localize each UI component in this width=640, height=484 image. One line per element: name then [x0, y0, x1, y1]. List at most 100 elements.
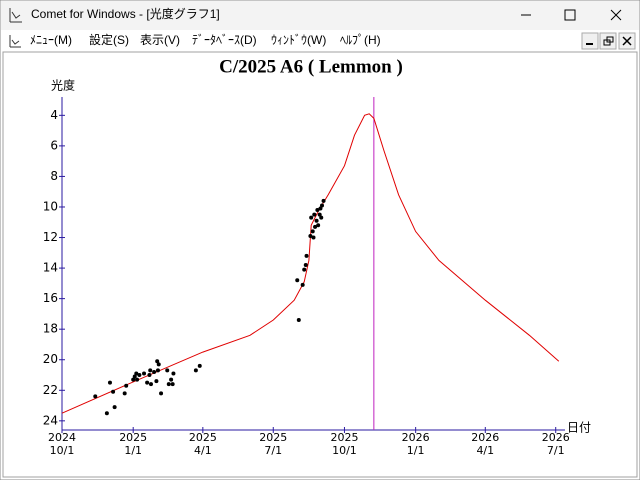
title-bar [1, 1, 639, 30]
observation [314, 218, 319, 223]
observation [131, 377, 136, 382]
y-tick-label: 10 [43, 199, 58, 213]
observation [316, 223, 321, 228]
observation [134, 371, 139, 376]
observation [148, 368, 153, 373]
window-title: Comet for Windows - [光度グラフ1] [31, 6, 220, 21]
mdi-restore[interactable] [599, 32, 617, 50]
app-icon [9, 8, 22, 23]
observation [122, 391, 127, 396]
observation [166, 382, 171, 387]
x-tick-label: 7/1 [547, 444, 565, 457]
x-tick-label: 4/1 [194, 444, 212, 457]
observation [154, 379, 159, 384]
observation [170, 382, 175, 387]
observation [310, 229, 315, 234]
x-axis-label: 日付 [567, 421, 591, 435]
y-tick-label: 8 [50, 169, 58, 183]
x-tick-year: 2025 [330, 431, 358, 444]
observation [124, 383, 129, 388]
mdi-minimize[interactable] [581, 32, 599, 50]
y-tick-label: 4 [50, 108, 58, 122]
y-tick-label: 22 [43, 383, 58, 397]
observation [135, 377, 140, 382]
chart-title: C/2025 A6 ( Lemmon ) [219, 56, 403, 77]
y-tick-label: 14 [43, 261, 58, 275]
y-axis-label: 光度 [51, 78, 75, 93]
observation [315, 208, 320, 213]
x-tick-year: 2026 [542, 431, 570, 444]
menu-item[interactable]: ﾍﾙﾌﾟ(H) [340, 33, 381, 47]
x-tick-year: 2024 [48, 431, 76, 444]
menu-bar [1, 31, 639, 52]
menu-item[interactable]: 設定(S) [89, 32, 129, 47]
observation [171, 371, 176, 376]
observation [165, 368, 170, 373]
observation [107, 380, 112, 385]
menu-item[interactable]: ﾃﾞｰﾀﾍﾞｰｽ(D) [192, 33, 257, 47]
x-tick-year: 2025 [259, 431, 287, 444]
observation [312, 212, 317, 217]
observation [155, 359, 160, 364]
observation [159, 391, 164, 396]
observation [112, 405, 117, 410]
observation [148, 382, 153, 387]
close-button[interactable] [610, 9, 622, 21]
x-tick-year: 2025 [119, 431, 147, 444]
observation [317, 212, 322, 217]
x-tick-label: 1/1 [407, 444, 425, 457]
x-tick-year: 2025 [189, 431, 217, 444]
maximize-button[interactable] [564, 9, 576, 21]
observation [145, 380, 150, 385]
observation [296, 318, 301, 323]
observation [304, 253, 309, 258]
y-tick-label: 24 [43, 413, 58, 427]
observation [147, 373, 152, 378]
mdi-icon [9, 35, 21, 48]
mdi-close[interactable] [618, 32, 636, 50]
observation [313, 224, 318, 229]
observation [193, 368, 198, 373]
observation [137, 373, 142, 378]
observation [132, 374, 137, 379]
chart-panel [2, 51, 638, 478]
observation [295, 278, 300, 283]
y-tick-label: 18 [43, 322, 58, 336]
x-tick-year: 2026 [471, 431, 499, 444]
y-tick-label: 12 [43, 230, 58, 244]
observation [169, 377, 174, 382]
observation [142, 371, 147, 376]
observation [156, 362, 161, 367]
observation [321, 198, 326, 203]
observation [93, 394, 98, 399]
observation [155, 368, 160, 373]
x-tick-year: 2026 [402, 431, 430, 444]
menu-item[interactable]: ｳｨﾝﾄﾞｳ(W) [271, 33, 326, 47]
observation [302, 267, 307, 272]
menu: ﾒﾆｭｰ(M) 設定(S) 表示(V) ﾃﾞｰﾀﾍﾞｰｽ(D) ｳｨﾝﾄﾞｳ(W) ﾍﾙﾌ… [30, 32, 381, 47]
observation [308, 234, 313, 239]
x-tick-label: 4/1 [476, 444, 494, 457]
x-tick-label: 10/1 [50, 444, 75, 457]
observation [152, 369, 157, 374]
observation [197, 363, 202, 368]
menu-item[interactable]: ﾒﾆｭｰ(M) [30, 33, 72, 47]
menu-item[interactable]: 表示(V) [140, 33, 180, 47]
observation [320, 203, 325, 208]
observation [303, 263, 308, 268]
observation [111, 389, 116, 394]
x-tick-label: 1/1 [124, 444, 142, 457]
observation [300, 282, 305, 287]
y-tick-label: 16 [43, 291, 58, 305]
light-curve [61, 113, 560, 414]
observation [319, 215, 324, 220]
observation [311, 235, 316, 240]
observation [318, 206, 323, 211]
y-tick-label: 20 [43, 352, 58, 366]
x-tick-label: 7/1 [264, 444, 282, 457]
y-tick-label: 6 [50, 138, 58, 152]
observation [104, 411, 109, 416]
x-tick-label: 10/1 [332, 444, 357, 457]
observation [309, 215, 314, 220]
